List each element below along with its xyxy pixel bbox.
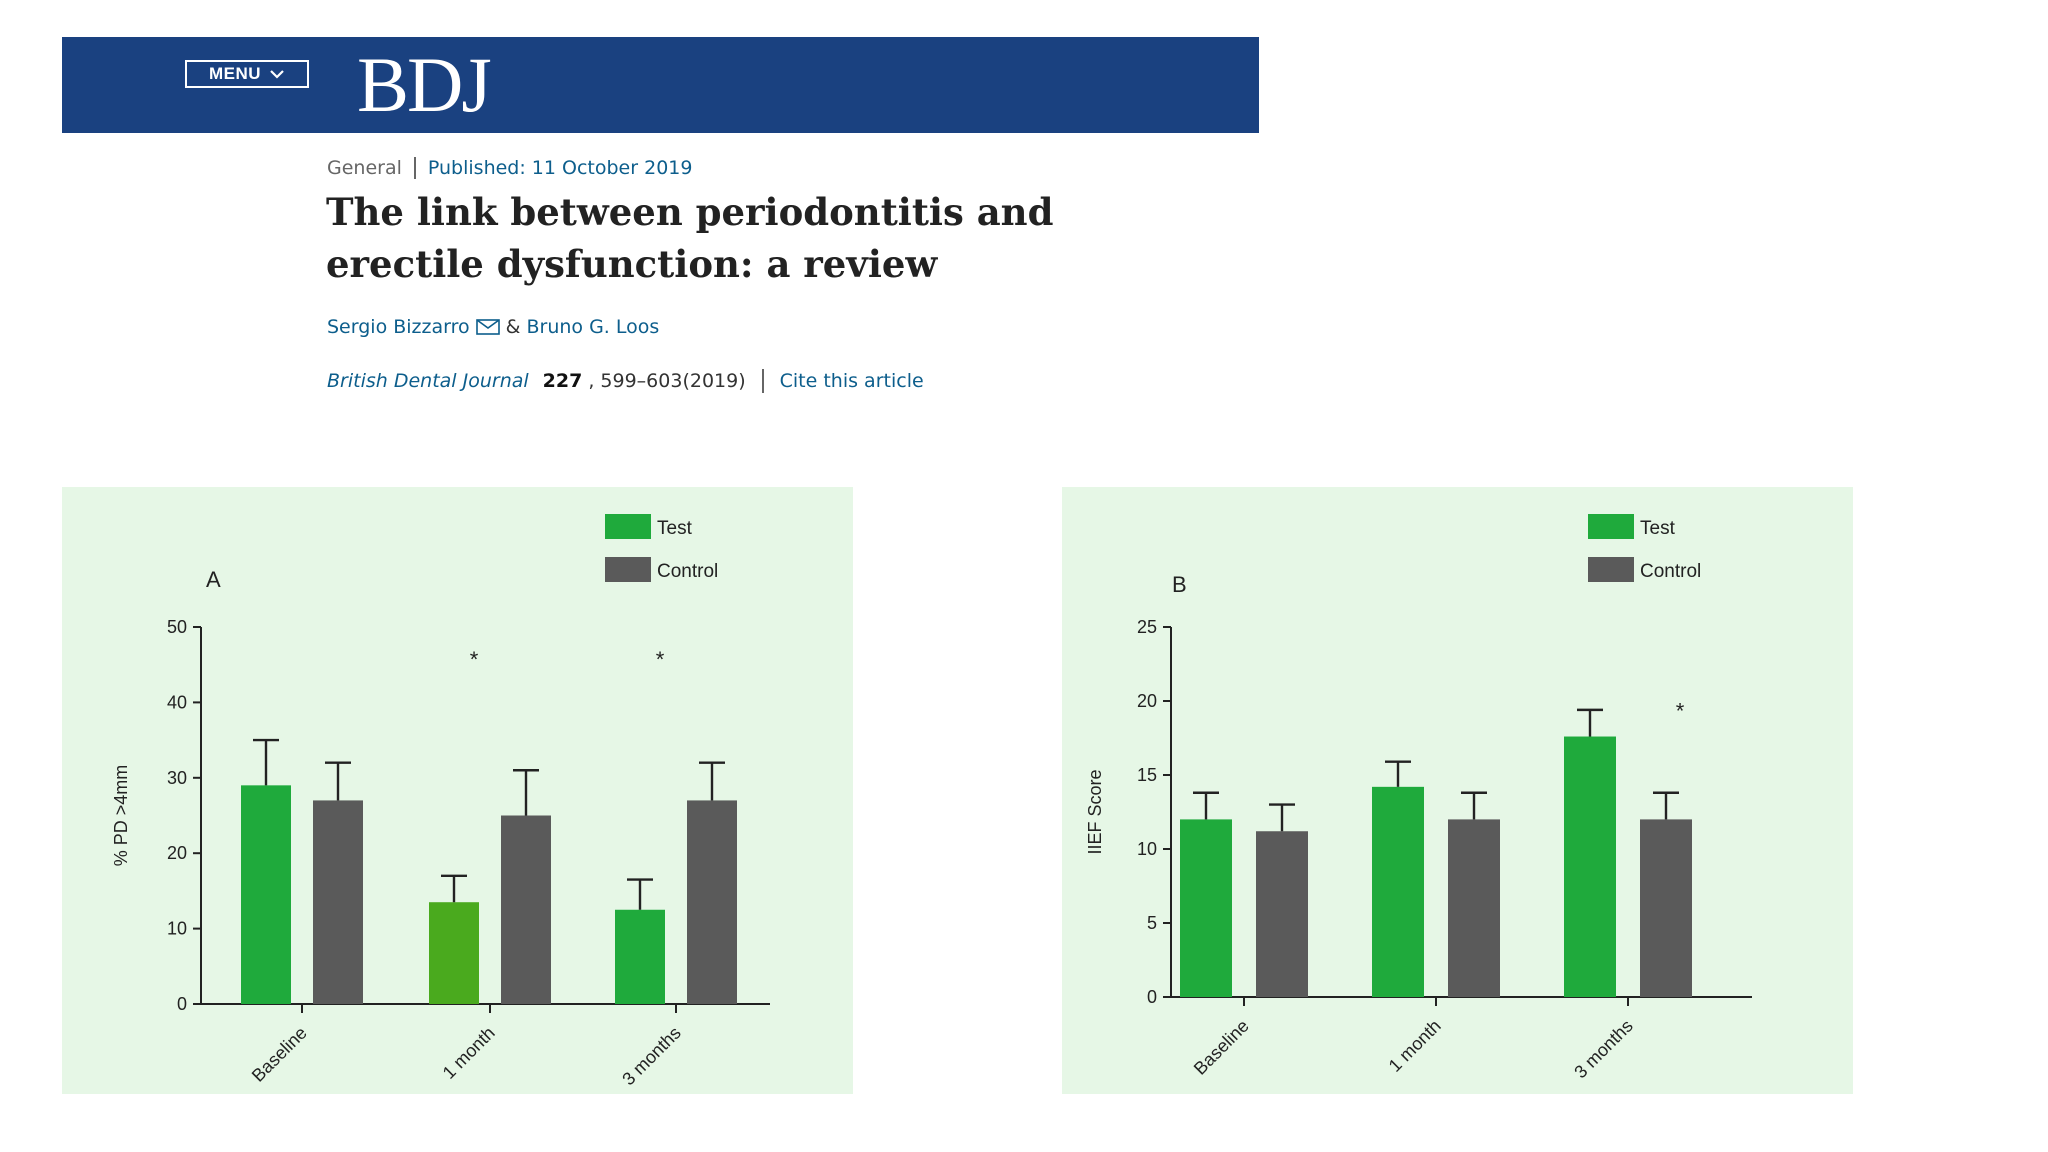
divider	[413, 157, 416, 179]
y-tick-label: 5	[1147, 913, 1157, 933]
chart-panel-a: A Test Control 0 10 20 30 40 50 % PD >4mm Baseline…	[62, 487, 853, 1094]
volume-number: 227	[542, 370, 583, 392]
legend-swatch	[1588, 557, 1634, 582]
mail-icon[interactable]	[475, 318, 500, 336]
x-tick-label: 3 months	[618, 1023, 685, 1090]
legend-label: Control	[1640, 561, 1701, 582]
divider	[761, 369, 764, 393]
legend-label: Test	[1640, 518, 1676, 539]
bar-control	[1256, 831, 1308, 997]
chart-panel-b: B Test Control 0 5 10 15 20 25 IIEF Score Baseline…	[1062, 487, 1853, 1094]
y-tick-label: 10	[1137, 839, 1157, 859]
y-tick-label: 30	[167, 768, 187, 788]
bar-control	[687, 800, 737, 1004]
x-tick-label: 1 month	[439, 1023, 499, 1083]
bar-control	[1640, 819, 1692, 997]
y-tick-label: 40	[167, 692, 187, 712]
y-tick-label: 0	[1147, 987, 1157, 1007]
article-title: The link between periodontitis and erect…	[326, 186, 1226, 290]
bar-control	[1448, 819, 1500, 997]
y-tick-label: 10	[167, 919, 187, 939]
author-separator: &	[505, 316, 521, 338]
y-tick-label: 0	[177, 994, 187, 1014]
legend-swatch	[605, 557, 651, 582]
legend-swatch	[605, 514, 651, 539]
y-axis-label: IIEF Score	[1085, 769, 1105, 854]
bar-test	[615, 909, 665, 1004]
x-tick-label: Baseline	[248, 1023, 311, 1086]
x-tick-label: Baseline	[1190, 1016, 1253, 1079]
y-tick-label: 50	[167, 617, 187, 637]
bar-control	[313, 800, 363, 1004]
title-line-1: The link between periodontitis and	[326, 190, 1054, 234]
chevron-down-icon	[270, 70, 284, 79]
article-category[interactable]: General	[327, 157, 402, 179]
title-line-2: erectile dysfunction: a review	[326, 242, 938, 286]
author-link[interactable]: Sergio Bizzarro	[327, 316, 470, 338]
published-date: Published: 11 October 2019	[427, 157, 693, 179]
cite-article-link[interactable]: Cite this article	[779, 370, 924, 392]
author-link[interactable]: Bruno G. Loos	[526, 316, 660, 338]
article-meta: General Published: 11 October 2019	[327, 157, 692, 179]
x-tick-label: 3 months	[1570, 1016, 1637, 1083]
bar-test	[1564, 736, 1616, 997]
bar-test	[1372, 786, 1424, 997]
x-tick-label: 1 month	[1385, 1016, 1445, 1076]
journal-link[interactable]: British Dental Journal	[327, 370, 529, 392]
significance-marker: *	[1676, 698, 1685, 723]
y-tick-label: 20	[167, 843, 187, 863]
bar-test	[1180, 819, 1232, 997]
bdj-logo[interactable]: BDJ	[357, 41, 492, 128]
significance-marker: *	[656, 647, 665, 672]
site-header: MENU BDJ	[62, 37, 1259, 133]
y-tick-label: 25	[1137, 617, 1157, 637]
legend-label: Test	[657, 518, 693, 539]
bar-chart-a: A Test Control 0 10 20 30 40 50 % PD >4mm Baseline…	[111, 514, 770, 1090]
menu-button[interactable]: MENU	[185, 60, 309, 88]
menu-label: MENU	[208, 64, 262, 83]
y-tick-label: 15	[1137, 765, 1157, 785]
y-tick-label: 20	[1137, 691, 1157, 711]
author-list: Sergio Bizzarro & Bruno G. Loos	[327, 316, 659, 338]
panel-label: A	[206, 567, 221, 592]
y-axis-label: % PD >4mm	[111, 765, 131, 867]
legend-swatch	[1588, 514, 1634, 539]
bar-chart-b: B Test Control 0 5 10 15 20 25 IIEF Score Baseline…	[1085, 514, 1752, 1083]
page-range: , 599–603(2019)	[588, 370, 746, 392]
bar-test	[429, 902, 479, 1004]
bar-control	[501, 815, 551, 1004]
bar-test	[241, 785, 291, 1004]
citation-line: British Dental Journal 227, 599–603(2019…	[327, 369, 924, 393]
significance-marker: *	[470, 647, 479, 672]
legend-label: Control	[657, 561, 718, 582]
panel-label: B	[1172, 572, 1187, 597]
